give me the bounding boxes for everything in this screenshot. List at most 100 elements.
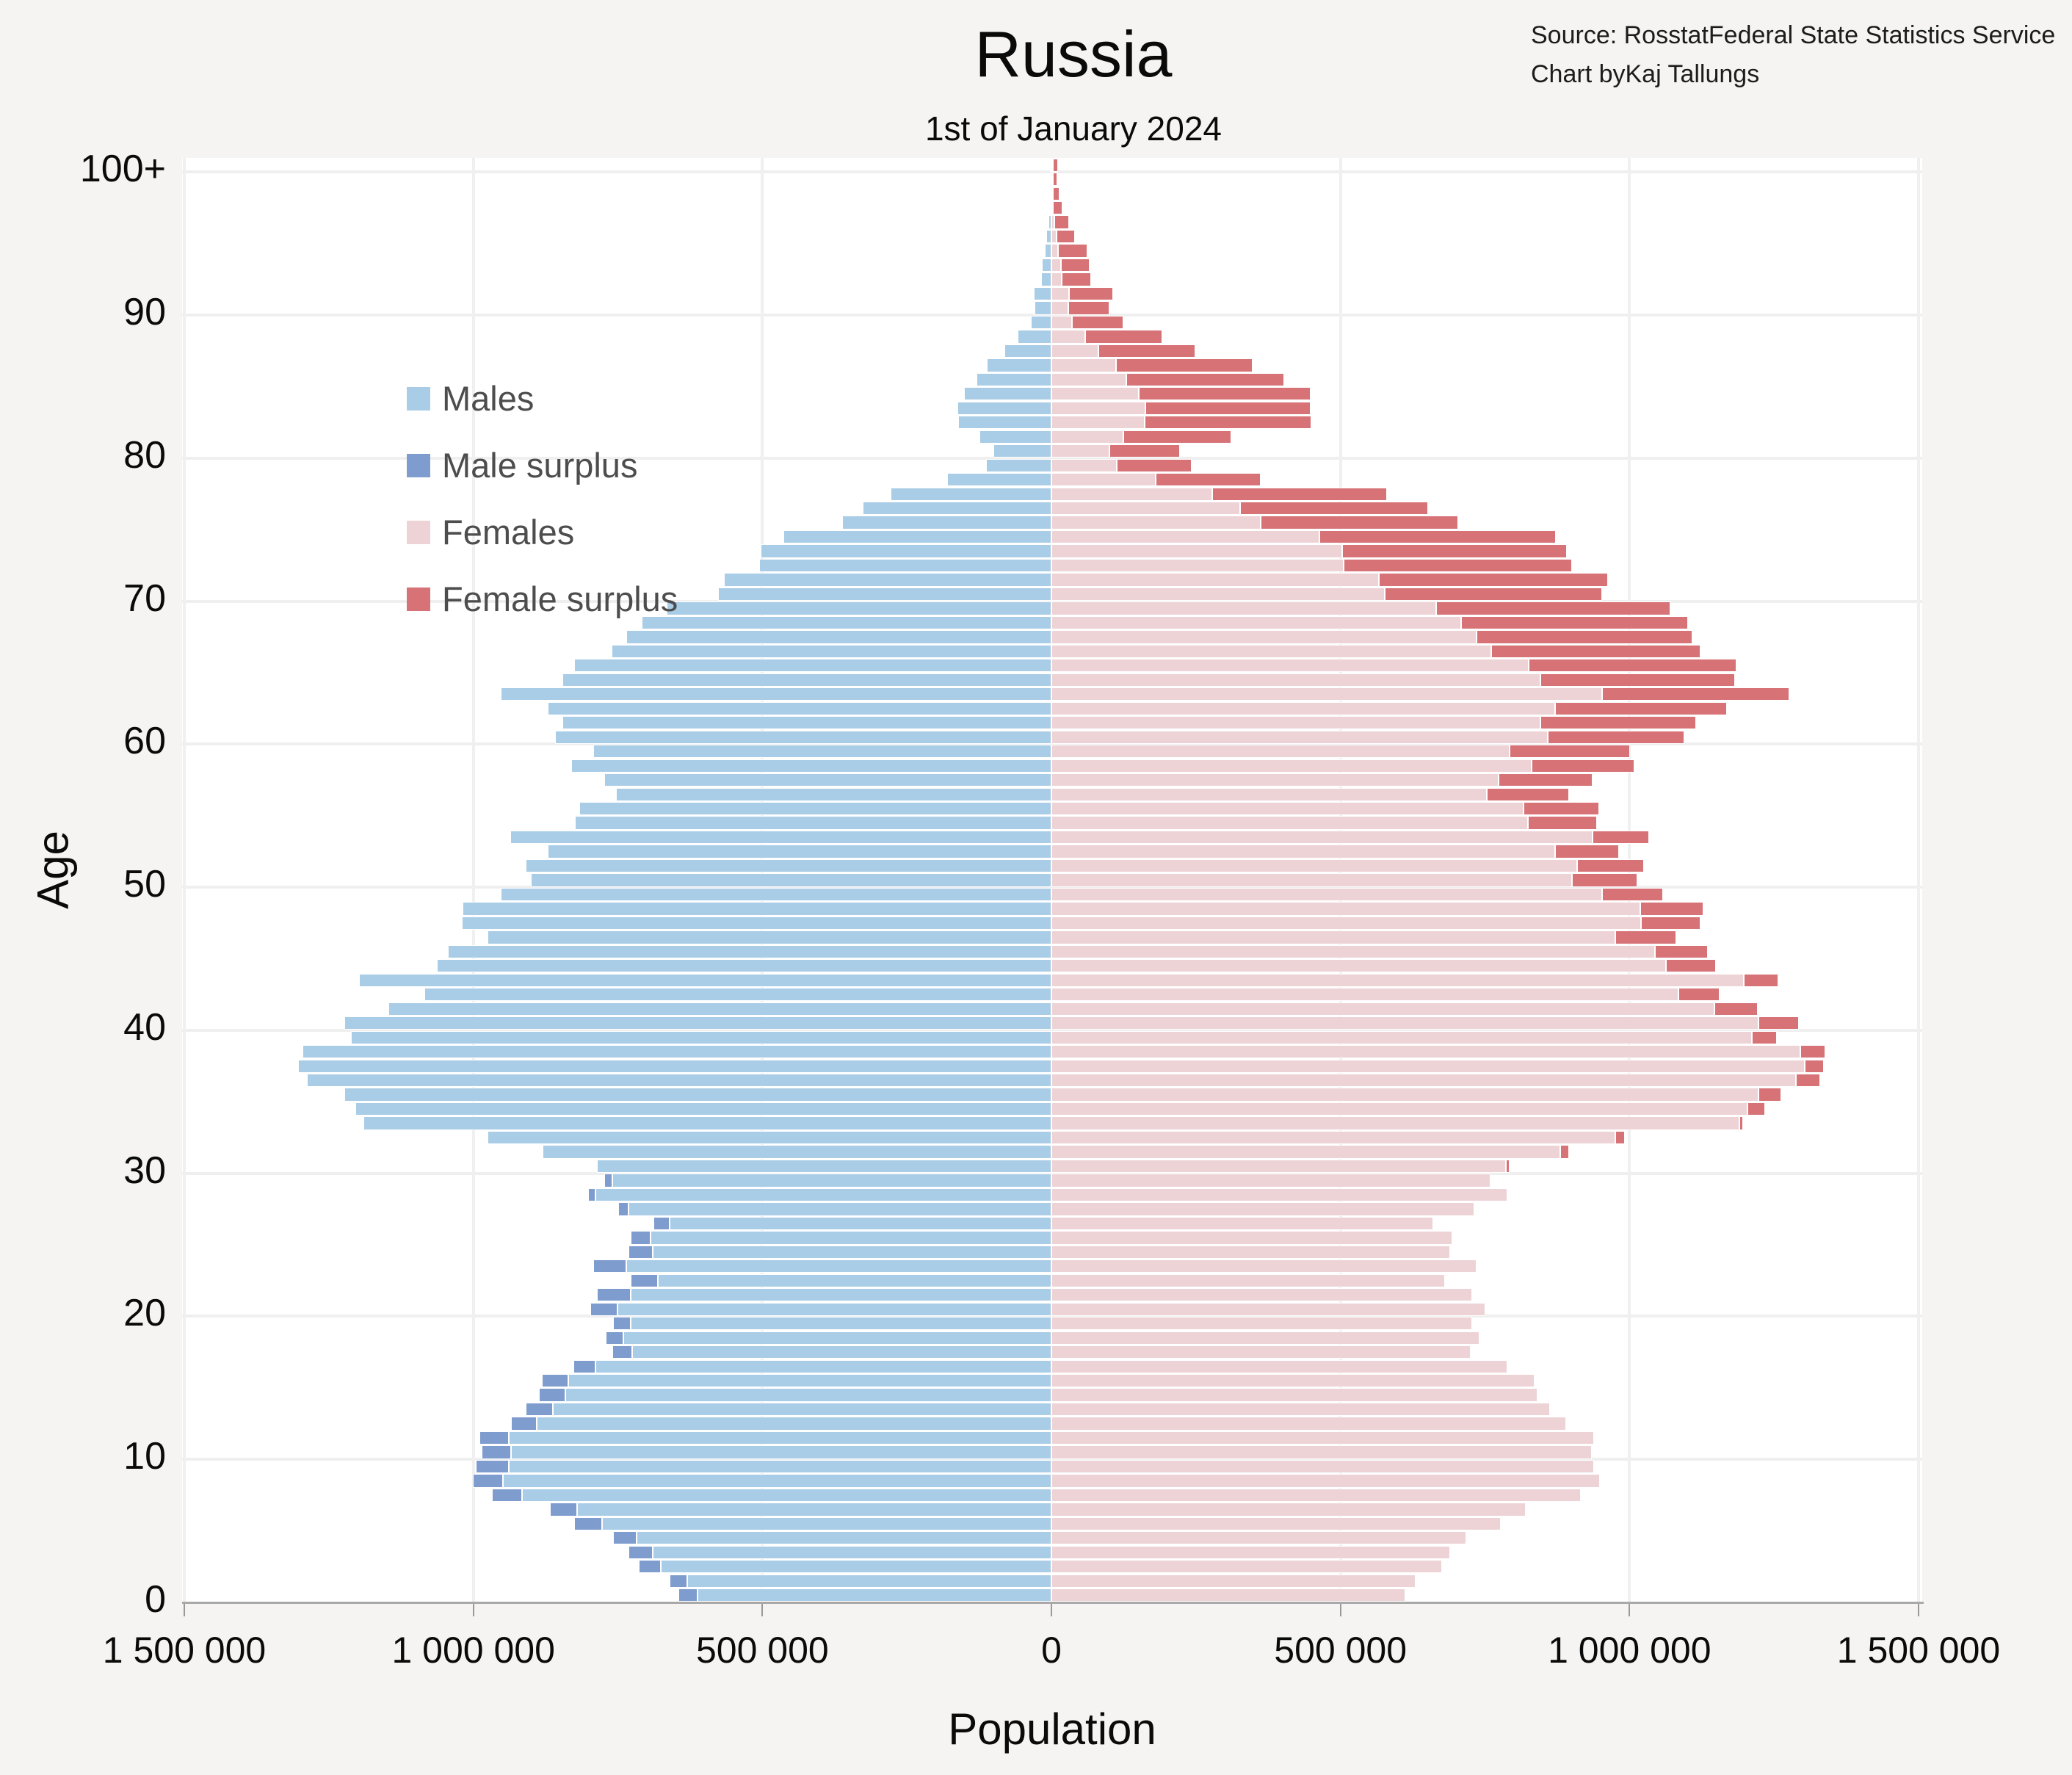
male-bar	[358, 973, 1051, 987]
male-half	[588, 1187, 1051, 1202]
y-axis-title: Age	[28, 831, 78, 909]
legend-label: Female surplus	[442, 579, 678, 618]
female-bar	[1051, 258, 1062, 272]
female-bar	[1051, 1302, 1486, 1316]
male-bar	[1041, 258, 1051, 272]
male-bar	[350, 1030, 1051, 1044]
female-bar	[1051, 1002, 1715, 1016]
legend-item-males: Males	[407, 365, 678, 432]
male-half	[530, 873, 1051, 887]
male-half	[979, 430, 1051, 444]
female-half	[1051, 1288, 1473, 1302]
age-row-88	[182, 330, 1922, 344]
female-surplus-bar	[1342, 544, 1567, 558]
female-half	[1051, 587, 1603, 601]
male-surplus-bar	[538, 1388, 565, 1402]
female-half	[1051, 258, 1090, 272]
female-half	[1051, 244, 1087, 258]
male-bar	[306, 1074, 1051, 1088]
age-row-4	[182, 1531, 1922, 1545]
x-tick-label: 1 000 000	[391, 1630, 555, 1671]
male-bar	[461, 916, 1051, 930]
male-surplus-bar	[617, 1202, 629, 1216]
male-surplus-bar	[613, 1531, 637, 1545]
male-half	[472, 1474, 1051, 1488]
male-half	[612, 1345, 1051, 1359]
age-row-6	[182, 1503, 1922, 1516]
male-half	[298, 1059, 1051, 1073]
female-half	[1051, 1002, 1758, 1016]
female-surplus-bar	[1554, 845, 1620, 858]
male-half	[986, 358, 1051, 372]
female-bar	[1051, 773, 1499, 787]
male-bar	[657, 1273, 1051, 1287]
male-bar	[1049, 201, 1051, 215]
male-bar	[863, 501, 1051, 516]
age-row-36	[182, 1073, 1922, 1088]
y-tick-label-20: 20	[123, 1292, 166, 1335]
male-half	[510, 1417, 1051, 1431]
male-bar	[1050, 158, 1051, 172]
female-half	[1051, 1130, 1626, 1145]
male-half	[613, 1531, 1051, 1545]
female-bar	[1051, 529, 1319, 544]
female-half	[1051, 845, 1620, 858]
female-surplus-bar	[1602, 687, 1790, 701]
age-row-51	[182, 858, 1922, 873]
female-half	[1051, 416, 1312, 430]
male-bar	[623, 1331, 1051, 1345]
age-row-95	[182, 229, 1922, 244]
male-surplus-bar	[613, 1317, 631, 1331]
age-row-0	[182, 1588, 1922, 1602]
x-tick-mark	[472, 1604, 474, 1616]
female-bar	[1051, 215, 1054, 229]
male-half	[358, 973, 1051, 987]
male-surplus-bar	[573, 1359, 595, 1373]
age-row-77	[182, 487, 1922, 501]
male-half	[541, 1373, 1051, 1388]
female-surplus-bar	[1058, 244, 1087, 258]
age-row-7	[182, 1488, 1922, 1503]
male-bar	[363, 1116, 1051, 1130]
male-bar	[510, 830, 1051, 845]
age-row-84	[182, 387, 1922, 401]
male-half	[482, 1445, 1051, 1459]
x-tick-mark	[761, 1604, 764, 1616]
female-bar	[1051, 1059, 1805, 1073]
female-bar	[1051, 1202, 1474, 1216]
male-half	[573, 659, 1051, 673]
age-row-45	[182, 944, 1922, 958]
female-half	[1051, 1302, 1486, 1316]
y-tick-label-100+: 100+	[79, 148, 166, 191]
female-surplus-bar	[1061, 258, 1090, 272]
male-bar	[717, 587, 1051, 601]
legend-label: Male surplus	[442, 446, 638, 485]
male-half	[350, 1030, 1051, 1044]
male-half	[666, 601, 1051, 615]
male-bar	[1050, 173, 1051, 187]
female-bar	[1051, 1588, 1405, 1602]
female-bar	[1051, 516, 1261, 529]
male-bar	[760, 544, 1051, 558]
female-half	[1051, 330, 1163, 344]
female-bar	[1051, 1516, 1501, 1530]
female-surplus-bar	[1053, 187, 1060, 200]
female-half	[1051, 458, 1192, 472]
female-bar	[1051, 286, 1069, 301]
h-gridline-age-70	[182, 599, 1922, 603]
female-bar	[1051, 816, 1528, 830]
female-surplus-bar	[1068, 301, 1109, 315]
male-surplus-bar	[472, 1474, 503, 1488]
male-surplus-bar	[475, 1459, 509, 1474]
male-surplus-bar	[593, 1259, 626, 1273]
female-bar	[1051, 229, 1057, 244]
male-bar	[562, 673, 1051, 687]
male-bar	[616, 787, 1051, 801]
female-half	[1051, 187, 1060, 200]
female-surplus-bar	[1499, 773, 1593, 787]
male-bar	[388, 1002, 1051, 1016]
legend: Males Male surplus Females Female surplus	[407, 365, 678, 632]
x-axis-title: Population	[948, 1704, 1156, 1754]
male-half	[488, 930, 1051, 944]
female-bar	[1051, 1503, 1526, 1516]
